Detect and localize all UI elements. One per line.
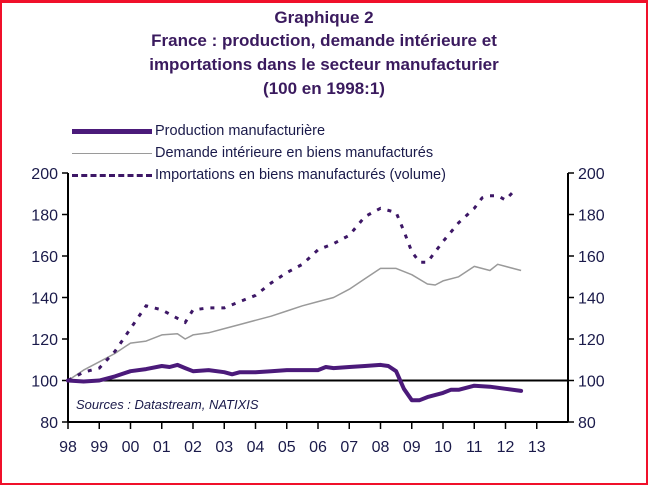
- y-tick-label-left: 200: [31, 166, 58, 183]
- axes: 2001801601401201008020018016014012010080…: [31, 166, 605, 456]
- chart-title-line-2: importations dans le secteur manufacturi…: [149, 55, 499, 74]
- x-tick-label: 98: [59, 439, 77, 456]
- x-tick-label: 01: [153, 439, 171, 456]
- y-tick-label-right: 140: [578, 291, 605, 308]
- y-tick-label-left: 140: [31, 291, 58, 308]
- y-tick-label-right: 160: [578, 249, 605, 266]
- y-tick-label-right: 100: [578, 374, 605, 391]
- x-tick-label: 07: [340, 439, 358, 456]
- y-tick-label-right: 80: [578, 415, 596, 432]
- chart-subtitle: (100 en 1998:1): [263, 79, 385, 98]
- x-tick-label: 05: [278, 439, 296, 456]
- legend-swatch-importations: [72, 174, 152, 177]
- series-lines: [66, 190, 524, 403]
- x-tick-label: 12: [497, 439, 515, 456]
- x-tick-label: 08: [372, 439, 390, 456]
- y-tick-label-right: 120: [578, 332, 605, 349]
- y-tick-label-left: 100: [31, 374, 58, 391]
- series-line-production: [66, 362, 524, 403]
- y-tick-label-left: 120: [31, 332, 58, 349]
- y-tick-label-left: 160: [31, 249, 58, 266]
- legend-label-demande: Demande intérieure en biens manufacturés: [155, 145, 434, 161]
- x-tick-label: 09: [403, 439, 421, 456]
- series-line-demande: [67, 263, 522, 382]
- legend-swatch-demande: [72, 153, 152, 154]
- x-tick-label: 02: [184, 439, 202, 456]
- x-tick-label: 10: [434, 439, 452, 456]
- source-note: Sources : Datastream, NATIXIS: [76, 397, 259, 412]
- x-tick-label: 03: [215, 439, 233, 456]
- series-line-importations: [67, 190, 515, 382]
- x-tick-label: 06: [309, 439, 327, 456]
- legend-label-importations: Importations en biens manufacturés (volu…: [155, 167, 446, 183]
- x-tick-label: 13: [528, 439, 546, 456]
- chart-label: Graphique 2: [274, 8, 374, 27]
- x-tick-label: 04: [247, 439, 265, 456]
- y-tick-label-right: 200: [578, 166, 605, 183]
- y-tick-label-left: 180: [31, 208, 58, 225]
- x-tick-label: 11: [466, 439, 483, 456]
- legend-label-production: Production manufacturière: [155, 123, 326, 139]
- y-tick-label-left: 80: [40, 415, 58, 432]
- x-tick-label: 99: [90, 439, 108, 456]
- chart-title-line-1: France : production, demande intérieure …: [151, 31, 497, 50]
- legend-swatch-production: [72, 129, 152, 134]
- x-tick-label: 00: [122, 439, 140, 456]
- y-tick-label-right: 180: [578, 208, 605, 225]
